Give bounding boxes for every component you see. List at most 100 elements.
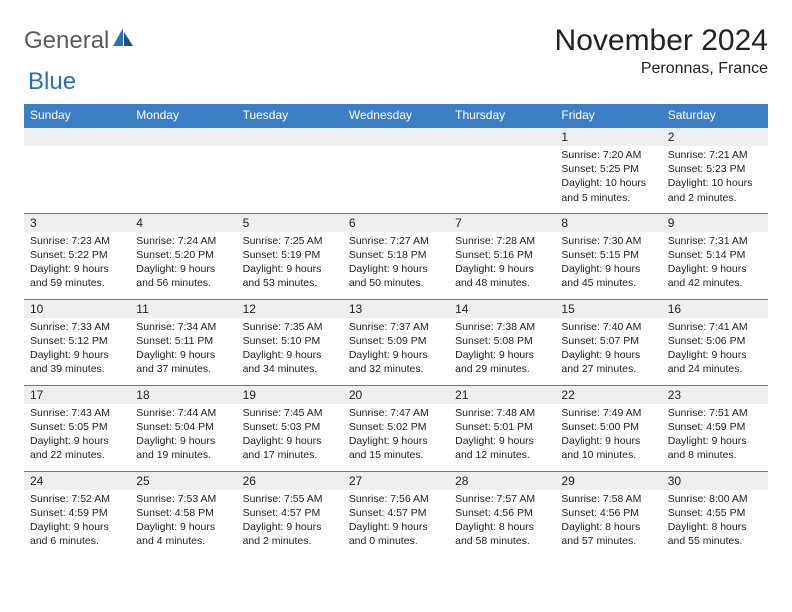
daylight-line2: and 8 minutes. <box>668 448 762 462</box>
sunset-text: Sunset: 4:59 PM <box>668 420 762 434</box>
day-number: 27 <box>343 472 449 490</box>
calendar-week: 24Sunrise: 7:52 AMSunset: 4:59 PMDayligh… <box>24 471 768 557</box>
sunrise-text: Sunrise: 7:28 AM <box>455 234 549 248</box>
daylight-line1: Daylight: 8 hours <box>561 520 655 534</box>
day-number: 1 <box>555 128 661 146</box>
daylight-line1: Daylight: 9 hours <box>349 262 443 276</box>
calendar-cell: 9Sunrise: 7:31 AMSunset: 5:14 PMDaylight… <box>662 213 768 299</box>
sunrise-text: Sunrise: 7:49 AM <box>561 406 655 420</box>
day-content: Sunrise: 7:47 AMSunset: 5:02 PMDaylight:… <box>343 404 449 467</box>
sunrise-text: Sunrise: 7:38 AM <box>455 320 549 334</box>
sunset-text: Sunset: 5:04 PM <box>136 420 230 434</box>
sunrise-text: Sunrise: 7:47 AM <box>349 406 443 420</box>
sunrise-text: Sunrise: 7:44 AM <box>136 406 230 420</box>
sail-icon <box>113 28 135 53</box>
daylight-line1: Daylight: 9 hours <box>561 434 655 448</box>
daylight-line2: and 42 minutes. <box>668 276 762 290</box>
sunrise-text: Sunrise: 7:43 AM <box>30 406 124 420</box>
daylight-line1: Daylight: 9 hours <box>561 262 655 276</box>
day-content: Sunrise: 7:23 AMSunset: 5:22 PMDaylight:… <box>24 232 130 295</box>
day-number: 23 <box>662 386 768 404</box>
day-content: Sunrise: 7:27 AMSunset: 5:18 PMDaylight:… <box>343 232 449 295</box>
calendar-cell <box>237 127 343 213</box>
sunrise-text: Sunrise: 7:56 AM <box>349 492 443 506</box>
day-content: Sunrise: 7:45 AMSunset: 5:03 PMDaylight:… <box>237 404 343 467</box>
daylight-line2: and 29 minutes. <box>455 362 549 376</box>
day-content: Sunrise: 7:20 AMSunset: 5:25 PMDaylight:… <box>555 146 661 209</box>
sunset-text: Sunset: 4:56 PM <box>455 506 549 520</box>
calendar-cell: 16Sunrise: 7:41 AMSunset: 5:06 PMDayligh… <box>662 299 768 385</box>
calendar-cell: 30Sunrise: 8:00 AMSunset: 4:55 PMDayligh… <box>662 471 768 557</box>
daylight-line1: Daylight: 9 hours <box>668 262 762 276</box>
day-content: Sunrise: 7:53 AMSunset: 4:58 PMDaylight:… <box>130 490 236 553</box>
sunset-text: Sunset: 5:01 PM <box>455 420 549 434</box>
daylight-line2: and 10 minutes. <box>561 448 655 462</box>
sunset-text: Sunset: 5:06 PM <box>668 334 762 348</box>
sunset-text: Sunset: 4:56 PM <box>561 506 655 520</box>
day-number: 3 <box>24 214 130 232</box>
calendar-cell: 14 Sunrise: 7:38 AMSunset: 5:08 PMDayligh… <box>449 299 555 385</box>
daylight-line1: Daylight: 9 hours <box>243 348 337 362</box>
sunset-text: Sunset: 4:55 PM <box>668 506 762 520</box>
sunrise-text: Sunrise: 7:51 AM <box>668 406 762 420</box>
calendar-cell: 25Sunrise: 7:53 AMSunset: 4:58 PMDayligh… <box>130 471 236 557</box>
sunrise-text: Sunrise: 7:23 AM <box>30 234 124 248</box>
sunrise-text: Sunrise: 7:41 AM <box>668 320 762 334</box>
calendar-cell: 24Sunrise: 7:52 AMSunset: 4:59 PMDayligh… <box>24 471 130 557</box>
daylight-line1: Daylight: 9 hours <box>30 348 124 362</box>
day-number: 18 <box>130 386 236 404</box>
daylight-line2: and 58 minutes. <box>455 534 549 548</box>
calendar-page: General November 2024 Peronnas, France B… <box>0 0 792 557</box>
sunset-text: Sunset: 5:16 PM <box>455 248 549 262</box>
day-number: 21 <box>449 386 555 404</box>
calendar-cell <box>130 127 236 213</box>
calendar-week: 10Sunrise: 7:33 AMSunset: 5:12 PMDayligh… <box>24 299 768 385</box>
calendar-cell: 5Sunrise: 7:25 AMSunset: 5:19 PMDaylight… <box>237 213 343 299</box>
sunset-text: Sunset: 5:25 PM <box>561 162 655 176</box>
daylight-line1: Daylight: 8 hours <box>668 520 762 534</box>
day-content: Sunrise: 7:40 AMSunset: 5:07 PMDaylight:… <box>555 318 661 381</box>
daylight-line1: Daylight: 9 hours <box>455 348 549 362</box>
day-content: Sunrise: 7:30 AMSunset: 5:15 PMDaylight:… <box>555 232 661 295</box>
daylight-line1: Daylight: 9 hours <box>243 262 337 276</box>
sunrise-text: Sunrise: 7:57 AM <box>455 492 549 506</box>
daylight-line2: and 15 minutes. <box>349 448 443 462</box>
daylight-line1: Daylight: 9 hours <box>30 520 124 534</box>
sunrise-text: Sunrise: 7:55 AM <box>243 492 337 506</box>
weekday-sat: Saturday <box>662 104 768 127</box>
daylight-line2: and 19 minutes. <box>136 448 230 462</box>
day-number: 19 <box>237 386 343 404</box>
day-content: Sunrise: 7:49 AMSunset: 5:00 PMDaylight:… <box>555 404 661 467</box>
day-content: Sunrise: 7:55 AMSunset: 4:57 PMDaylight:… <box>237 490 343 553</box>
calendar-cell: 7Sunrise: 7:28 AMSunset: 5:16 PMDaylight… <box>449 213 555 299</box>
sunrise-text: Sunrise: 7:52 AM <box>30 492 124 506</box>
daylight-line2: and 5 minutes. <box>561 191 655 205</box>
sunset-text: Sunset: 5:08 PM <box>455 334 549 348</box>
calendar-week: 3Sunrise: 7:23 AMSunset: 5:22 PMDaylight… <box>24 213 768 299</box>
sunrise-text: Sunrise: 7:58 AM <box>561 492 655 506</box>
daylight-line1: Daylight: 9 hours <box>455 262 549 276</box>
daylight-line2: and 17 minutes. <box>243 448 337 462</box>
day-number <box>24 128 130 146</box>
sunrise-text: Sunrise: 7:30 AM <box>561 234 655 248</box>
day-number: 22 <box>555 386 661 404</box>
day-content: Sunrise: 7:58 AMSunset: 4:56 PMDaylight:… <box>555 490 661 553</box>
daylight-line1: Daylight: 8 hours <box>455 520 549 534</box>
day-number: 7 <box>449 214 555 232</box>
daylight-line1: Daylight: 10 hours <box>561 176 655 190</box>
daylight-line2: and 2 minutes. <box>243 534 337 548</box>
day-content: Sunrise: 7:35 AMSunset: 5:10 PMDaylight:… <box>237 318 343 381</box>
day-number: 14 <box>449 300 555 318</box>
calendar-cell: 20Sunrise: 7:47 AMSunset: 5:02 PMDayligh… <box>343 385 449 471</box>
calendar-cell: 3Sunrise: 7:23 AMSunset: 5:22 PMDaylight… <box>24 213 130 299</box>
sunrise-text: Sunrise: 8:00 AM <box>668 492 762 506</box>
sunrise-text: Sunrise: 7:53 AM <box>136 492 230 506</box>
daylight-line2: and 34 minutes. <box>243 362 337 376</box>
day-content: Sunrise: 7:28 AMSunset: 5:16 PMDaylight:… <box>449 232 555 295</box>
calendar-cell: 2Sunrise: 7:21 AMSunset: 5:23 PMDaylight… <box>662 127 768 213</box>
day-number: 17 <box>24 386 130 404</box>
day-number: 26 <box>237 472 343 490</box>
daylight-line2: and 37 minutes. <box>136 362 230 376</box>
sunset-text: Sunset: 4:57 PM <box>349 506 443 520</box>
daylight-line2: and 45 minutes. <box>561 276 655 290</box>
